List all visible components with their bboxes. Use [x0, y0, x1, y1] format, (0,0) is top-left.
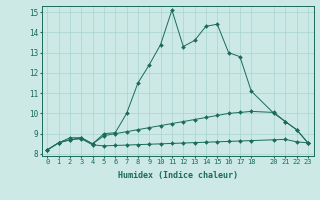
X-axis label: Humidex (Indice chaleur): Humidex (Indice chaleur) — [118, 171, 237, 180]
